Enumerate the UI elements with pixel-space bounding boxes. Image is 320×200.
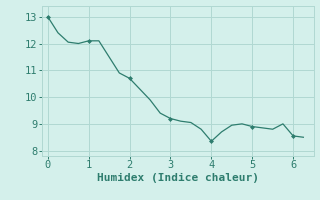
X-axis label: Humidex (Indice chaleur): Humidex (Indice chaleur) bbox=[97, 173, 259, 183]
